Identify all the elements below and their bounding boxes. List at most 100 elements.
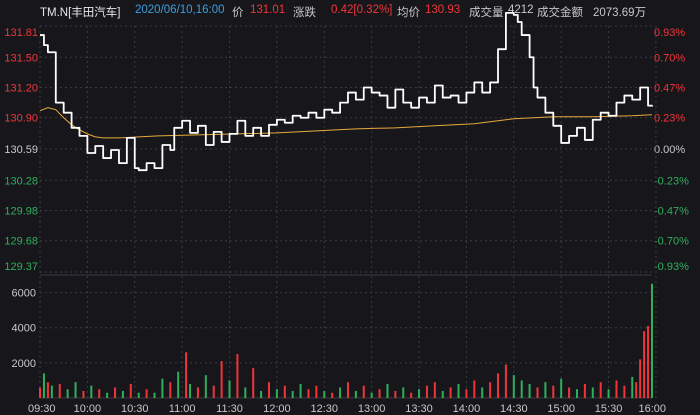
pct-tick-label: 0.93% <box>654 27 685 39</box>
pct-tick-label: -0.93% <box>654 261 689 273</box>
volume-bar <box>177 371 180 398</box>
volume-bar <box>568 387 571 398</box>
volume-bar <box>323 390 326 398</box>
volume-bar <box>252 368 255 398</box>
volume-bar <box>145 389 148 398</box>
price-line <box>40 11 653 172</box>
time-tick-label: 13:30 <box>405 403 433 415</box>
volume-bar <box>268 382 271 398</box>
volume-bar <box>512 375 515 398</box>
volume-bar <box>441 390 444 398</box>
time-tick-label: 15:00 <box>547 403 575 415</box>
volume-bar <box>74 382 77 398</box>
volume-bar <box>46 382 49 398</box>
volume-bar <box>307 389 310 398</box>
volume-bar <box>528 383 531 398</box>
pct-tick-label: 0.23% <box>654 113 685 125</box>
volume-bar <box>161 378 164 398</box>
volume-bar <box>591 387 594 398</box>
pct-tick-label: 0.00% <box>654 144 685 156</box>
avg-price-line <box>39 107 653 139</box>
volume-bar <box>129 383 132 398</box>
price-tick-label: 129.68 <box>4 236 38 248</box>
volume-label: 成交量 <box>469 7 504 19</box>
volume-bar <box>623 385 626 398</box>
price-value: 131.01 <box>250 4 286 16</box>
volume-bar <box>607 389 610 398</box>
change-label: 涨跌 <box>293 7 316 19</box>
volume-bar <box>489 382 492 398</box>
volume-bar <box>189 383 192 398</box>
volume-bar <box>291 390 294 398</box>
price-tick-label: 131.20 <box>4 83 38 95</box>
volume-bar <box>457 383 460 398</box>
volume-bar <box>196 387 199 398</box>
volume-bar <box>299 383 302 398</box>
volume-bar <box>275 389 278 398</box>
volume-bar <box>346 382 349 398</box>
time-tick-label: 14:00 <box>453 403 481 415</box>
price-tick-label: 130.90 <box>4 113 38 125</box>
volume-bar <box>90 385 93 398</box>
volume-bar <box>339 387 342 398</box>
volume-bar <box>497 373 500 398</box>
time-tick-label: 13:00 <box>358 403 386 415</box>
symbol-label: TM.N[丰田汽车] <box>40 7 121 19</box>
amount-label: 成交金额 <box>537 7 583 19</box>
volume-bar <box>370 392 373 398</box>
volume-bar <box>82 390 85 398</box>
time-tick-label: 10:30 <box>121 403 149 415</box>
price-tick-label: 131.81 <box>4 27 38 39</box>
volume-bar <box>481 387 484 398</box>
pct-tick-label: 0.47% <box>654 83 685 95</box>
volume-bar <box>473 380 476 398</box>
volume-bar <box>465 389 468 398</box>
price-label: 价 <box>232 7 244 19</box>
volume-bar <box>50 385 53 398</box>
volume-bar <box>153 392 156 398</box>
volume-bar <box>137 392 140 398</box>
volume-tick-label: 6000 <box>12 288 36 300</box>
volume-bar <box>283 385 286 398</box>
volume-bar <box>169 382 172 398</box>
time-tick-label: 16:00 <box>638 403 666 415</box>
quote-header: TM.N[丰田汽车] 2020/06/10,16:00 价 131.01 涨跌 … <box>0 2 700 20</box>
volume-bar <box>536 387 539 398</box>
volume-bar <box>121 390 124 398</box>
volume-bar <box>331 392 334 398</box>
time-tick-label: 11:30 <box>216 403 243 415</box>
avg-label: 均价 <box>397 7 420 19</box>
volume-bar <box>449 387 452 398</box>
volume-bar <box>58 383 61 398</box>
volume-bar <box>402 387 405 398</box>
volume-bar <box>544 382 547 398</box>
time-tick-label: 12:00 <box>263 403 291 415</box>
pct-tick-label: -0.70% <box>654 236 689 248</box>
amount-value: 2073.69万 <box>593 7 647 19</box>
datetime-label: 2020/06/10,16:00 <box>135 4 225 16</box>
volume-bar <box>354 390 357 398</box>
volume-bar <box>98 389 101 398</box>
price-tick-label: 129.98 <box>4 206 38 218</box>
volume-bar <box>552 385 555 398</box>
time-tick-label: 09:30 <box>28 403 56 415</box>
volume-bar <box>39 387 41 398</box>
volume-bar <box>66 389 69 398</box>
pct-tick-label: -0.23% <box>654 175 689 187</box>
volume-bar <box>615 380 618 398</box>
price-tick-label: 130.28 <box>4 175 38 187</box>
price-tick-label: 131.50 <box>4 52 38 64</box>
volume-bar <box>114 387 117 398</box>
volume-bar <box>315 385 318 398</box>
volume-bar <box>220 361 223 398</box>
time-tick-label: 11:00 <box>169 403 196 415</box>
volume-bar <box>651 283 653 398</box>
volume-bar <box>647 325 650 398</box>
volume-bar <box>106 392 109 398</box>
volume-bar <box>42 373 45 398</box>
time-tick-label: 15:30 <box>595 403 623 415</box>
volume-bar <box>394 390 397 398</box>
volume-tick-label: 4000 <box>12 323 36 335</box>
volume-bar <box>635 382 638 398</box>
